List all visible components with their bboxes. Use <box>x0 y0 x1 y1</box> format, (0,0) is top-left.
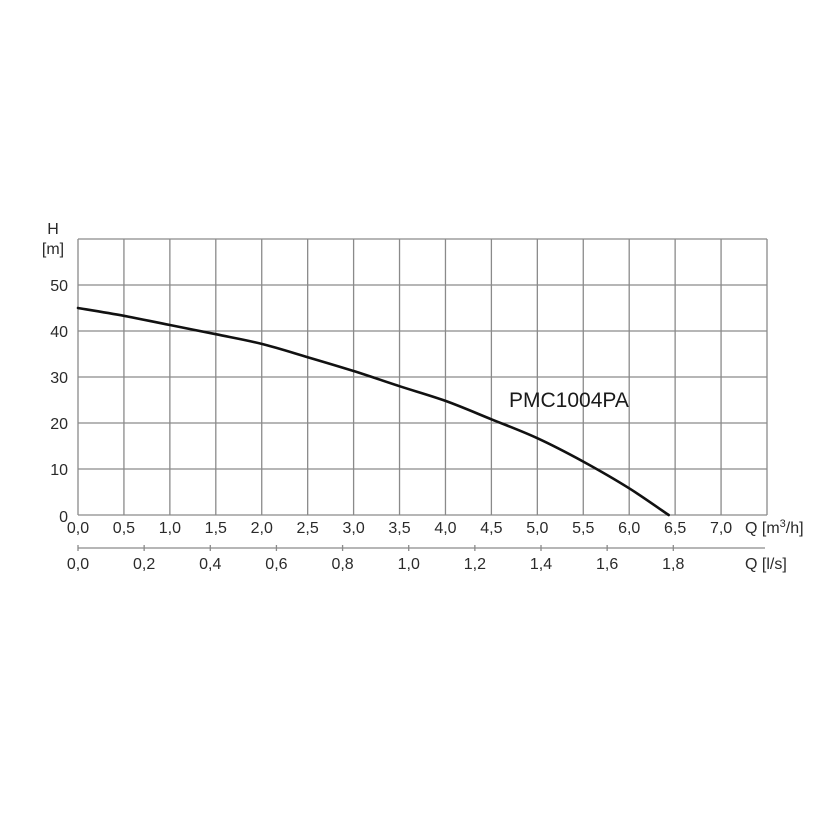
x-tick-label: 3,0 <box>342 520 364 537</box>
plot-grid <box>77 238 768 516</box>
y-axis-symbol: H <box>47 221 59 238</box>
x2-tick-label: 1,4 <box>530 556 552 573</box>
x-axis-primary-symbol: Q [m <box>745 520 780 537</box>
x-tick-label: 1,5 <box>205 520 227 537</box>
y-tick-label: 50 <box>50 278 68 295</box>
x-axis-secondary-title: Q [l/s] <box>745 556 787 573</box>
x-tick-label: 4,0 <box>434 520 456 537</box>
x-axis-primary-sup: 3 <box>780 518 786 530</box>
y-tick-label: 10 <box>50 462 68 479</box>
x-tick-label: 0,5 <box>113 520 135 537</box>
x-tick-label: 5,5 <box>572 520 594 537</box>
x2-tick-label: 0,8 <box>331 556 353 573</box>
x-axis-primary-rest: /h] <box>786 520 804 537</box>
x-tick-label: 0,0 <box>67 520 89 537</box>
x-tick-label: 5,0 <box>526 520 548 537</box>
x2-tick-label: 1,8 <box>662 556 684 573</box>
x-axis-primary-title: Q [m3/h] <box>745 518 804 537</box>
y-axis-unit: [m] <box>42 241 64 258</box>
y-tick-label: 40 <box>50 324 68 341</box>
x-tick-label: 3,5 <box>388 520 410 537</box>
series-label: PMC1004PA <box>509 389 629 412</box>
x-tick-label: 2,5 <box>297 520 319 537</box>
x2-tick-label: 0,6 <box>265 556 287 573</box>
x-tick-label: 4,5 <box>480 520 502 537</box>
x2-tick-label: 1,2 <box>464 556 486 573</box>
x2-tick-label: 0,4 <box>199 556 221 573</box>
x-axis-primary-tick-labels: 0,0 0,5 1,0 1,5 2,0 2,5 3,0 3,5 4,0 4,5 5,0 5,5 6,0 6… <box>67 520 732 537</box>
x2-tick-label: 0,2 <box>133 556 155 573</box>
pump-performance-curve <box>76 306 670 517</box>
x-tick-label: 2,0 <box>251 520 273 537</box>
y-axis-tick-labels: 0 10 20 30 40 50 <box>50 278 68 526</box>
x2-tick-label: 1,0 <box>398 556 420 573</box>
x-tick-label: 6,5 <box>664 520 686 537</box>
x-tick-label: 1,0 <box>159 520 181 537</box>
x2-tick-label: 0,0 <box>67 556 89 573</box>
y-tick-label: 20 <box>50 416 68 433</box>
x-tick-label: 6,0 <box>618 520 640 537</box>
x-axis-secondary: 0,0 0,2 0,4 0,6 0,8 1,0 1,2 1,4 1,6 1,8 <box>67 545 765 573</box>
y-tick-label: 30 <box>50 370 68 387</box>
y-tick-label: 0 <box>59 509 68 526</box>
x2-tick-label: 1,6 <box>596 556 618 573</box>
x-tick-label: 7,0 <box>710 520 732 537</box>
